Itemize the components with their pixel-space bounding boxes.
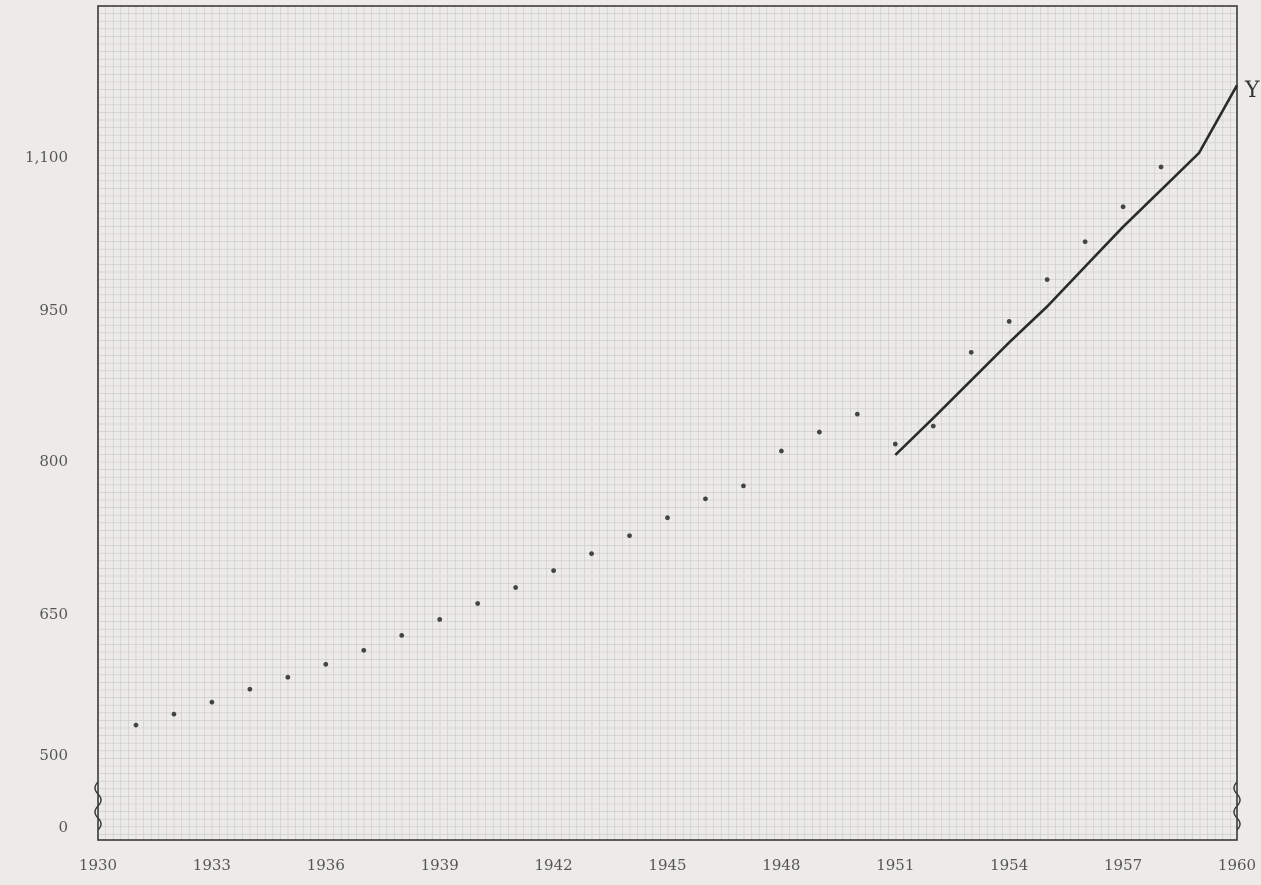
y-tick-labels: 0 500 650 800 950 1,100 <box>25 148 68 836</box>
x-tick-label: 1939 <box>421 856 459 874</box>
data-point <box>551 568 556 574</box>
data-point <box>209 699 215 705</box>
data-point <box>133 722 139 728</box>
data-point <box>703 496 708 502</box>
data-point <box>323 661 329 667</box>
y-tick-label: 500 <box>39 746 68 764</box>
x-tick-label: 1942 <box>535 856 573 874</box>
data-point <box>816 429 822 435</box>
axis-break-left <box>94 781 102 831</box>
data-point <box>437 617 443 622</box>
data-point <box>665 515 670 521</box>
x-tick-label: 1930 <box>79 856 117 874</box>
data-point <box>247 686 253 692</box>
y-tick-label: 800 <box>39 452 68 470</box>
y-tick-label: 650 <box>39 605 68 623</box>
x-tick-label: 1945 <box>648 856 686 874</box>
data-point <box>1006 319 1012 324</box>
x-tick-label: 1948 <box>762 856 800 874</box>
data-point <box>1120 204 1126 210</box>
data-point <box>741 483 746 489</box>
series-label: Y <box>1244 78 1260 103</box>
x-tick-label: 1951 <box>876 856 914 874</box>
data-point <box>171 711 177 717</box>
x-tick-label: 1933 <box>193 856 231 874</box>
data-marks <box>133 84 1239 728</box>
data-point <box>513 585 519 590</box>
data-point <box>968 349 974 355</box>
data-point <box>627 533 632 539</box>
y-tick-label: 950 <box>39 301 68 319</box>
data-point <box>1158 164 1164 170</box>
data-point <box>475 601 481 606</box>
axes <box>94 5 1241 841</box>
x-tick-label: 1960 <box>1218 856 1256 874</box>
data-point <box>1044 277 1050 282</box>
x-tick-label: 1954 <box>990 856 1028 874</box>
data-point <box>854 411 860 417</box>
data-point <box>779 448 784 454</box>
axis-break-right <box>1233 781 1241 831</box>
x-tick-label: 1957 <box>1104 856 1142 874</box>
data-point <box>285 674 291 680</box>
data-point <box>892 441 898 447</box>
y-tick-label: 1,100 <box>25 148 68 166</box>
data-point <box>1082 239 1088 245</box>
data-point <box>589 551 594 557</box>
data-point <box>361 647 367 653</box>
y-tick-label: 0 <box>58 818 68 836</box>
x-tick-label: 1936 <box>307 856 345 874</box>
data-point <box>399 633 405 638</box>
grid <box>97 5 1237 840</box>
plot-frame <box>97 5 1238 841</box>
x-tick-labels: 1930 1933 1936 1939 1942 1945 1948 1951 1954 1957… <box>79 856 1256 874</box>
series-line <box>894 84 1239 456</box>
data-point <box>930 423 936 429</box>
